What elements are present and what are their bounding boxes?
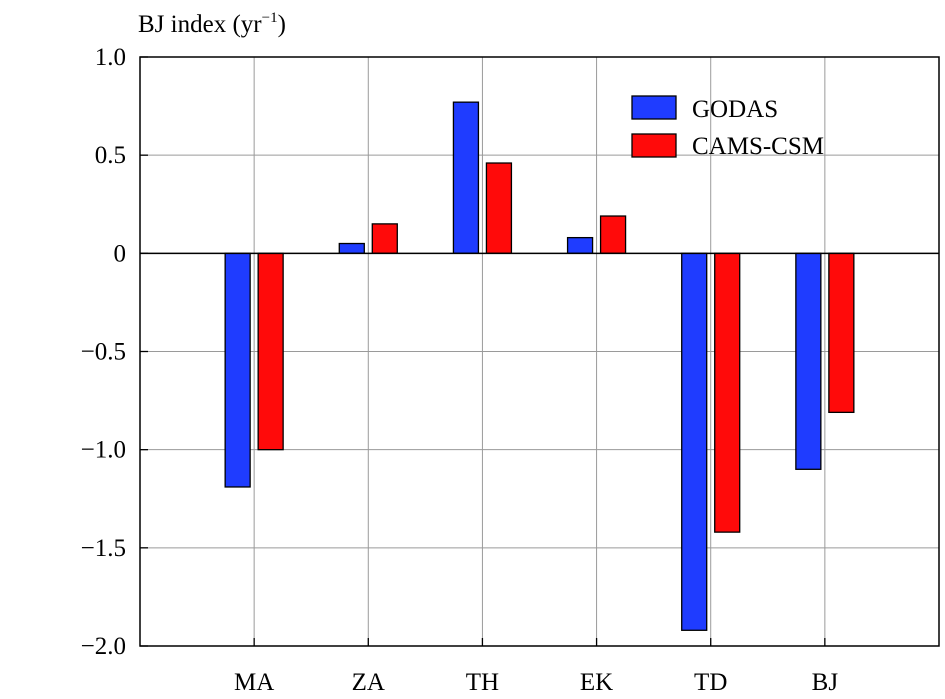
y-axis-ticks: 1.0 0.5 0 −0.5 −1.0 −1.5 −2.0: [81, 44, 148, 660]
bar-cams-csm-td: [714, 252, 741, 533]
bar-cams-csm-ek: [599, 215, 627, 254]
legend-label-godas: GODAS: [692, 96, 778, 123]
y-tick-label: 0: [114, 240, 127, 267]
y-tick-label: −0.5: [81, 339, 126, 366]
bar-cams-csm-th: [485, 162, 513, 254]
y-axis-label-main: BJ index (yr: [138, 11, 262, 38]
bar-godas-ek: [566, 236, 594, 254]
x-tick-label: EK: [580, 669, 613, 696]
bar-godas-za: [338, 242, 365, 254]
x-tick-label: TD: [694, 669, 727, 696]
bars: [224, 101, 855, 631]
y-tick-label: −1.0: [81, 437, 126, 464]
legend-label-cams-csm: CAMS-CSM: [692, 133, 824, 160]
y-axis-label-close: ): [278, 11, 286, 38]
legend-swatch-cams-csm: [631, 133, 677, 158]
y-axis-label-superscript: −1: [262, 10, 278, 26]
x-tick-label: ZA: [352, 669, 385, 696]
legend-swatch-godas: [631, 95, 677, 120]
bar-godas-th: [452, 101, 480, 254]
x-tick-label: MA: [234, 669, 274, 696]
bar-cams-csm-bj: [828, 252, 855, 414]
y-tick-label: 1.0: [95, 44, 126, 71]
bar-godas-td: [681, 252, 708, 631]
legend: GODAS CAMS-CSM: [631, 95, 824, 160]
y-tick-label: 0.5: [95, 142, 126, 169]
y-tick-label: −1.5: [81, 535, 126, 562]
bar-godas-bj: [795, 252, 822, 470]
y-axis-label: BJ index (yr−1): [138, 10, 286, 38]
bar-cams-csm-ma: [257, 252, 284, 451]
bar-cams-csm-za: [371, 223, 398, 254]
x-tick-label: TH: [466, 669, 499, 696]
x-tick-label: BJ: [812, 669, 839, 696]
y-tick-label: −2.0: [81, 633, 126, 660]
bar-godas-ma: [224, 252, 251, 488]
x-axis-ticks: MA ZA TH EK TD BJ: [234, 638, 838, 696]
